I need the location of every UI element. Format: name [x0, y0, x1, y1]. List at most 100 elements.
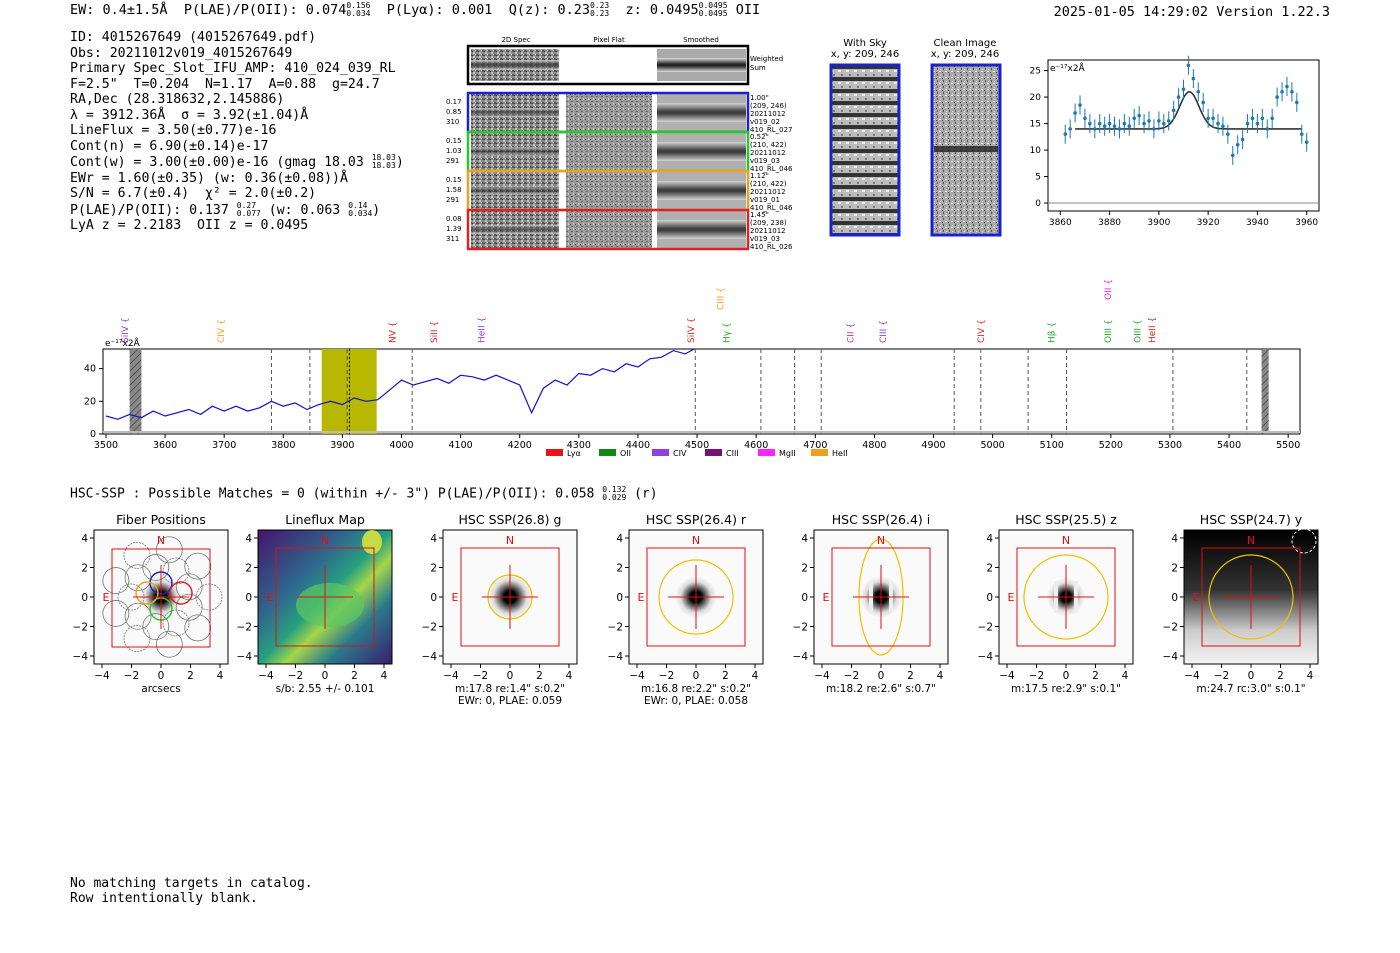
point-marker — [1230, 153, 1235, 158]
with-sky-xy: x, y: 209, 246 — [830, 49, 900, 60]
y-tick-label: 2 — [1171, 563, 1178, 575]
panel-image — [93, 529, 229, 665]
plae-label: P(LAE)/P(OII): — [183, 2, 298, 18]
x-tick-label: 3860 — [1049, 218, 1072, 228]
point-marker — [1088, 121, 1092, 126]
y-tick-label: 0 — [801, 592, 808, 604]
x-tick-label: 2 — [351, 670, 358, 682]
y-tick-label: 10 — [1030, 146, 1042, 156]
contw-hi: 18.03 — [371, 153, 396, 162]
data-point — [1112, 116, 1117, 136]
x-tick-label: 3700 — [212, 440, 236, 451]
x-tick-label: 2 — [187, 670, 194, 682]
z-value: z: 0.0495 — [625, 2, 699, 18]
psf-circle — [1291, 528, 1317, 554]
masked-region — [1261, 349, 1269, 434]
point-marker — [1295, 100, 1299, 105]
legend-label: HeII — [832, 449, 848, 458]
fiber-circle — [142, 554, 170, 581]
y-tick-label: 2 — [801, 563, 808, 575]
point-marker — [1280, 89, 1284, 94]
cutout-weight: 291 — [446, 157, 459, 165]
data-point — [1240, 129, 1245, 150]
cutout-2d-trace — [471, 225, 559, 234]
cutout-weight: 291 — [446, 196, 459, 204]
point-marker — [1137, 113, 1141, 118]
y-tick-label: −2 — [608, 622, 623, 634]
spec-cutouts: 2D Spec Pixel Flat Smoothed Weighted Sum… — [446, 36, 793, 251]
datetime: 2025-01-05 14:29:02 — [1053, 4, 1209, 20]
panel-title: HSC SSP(25.5) z — [1015, 512, 1117, 527]
footer-line2: Row intentionally blank. — [70, 891, 258, 906]
emission-line-label: OIII { — [1133, 319, 1143, 343]
cutout-meta: 1.45" — [750, 211, 769, 219]
point-marker — [1097, 121, 1102, 126]
y-tick-label: −2 — [793, 622, 808, 634]
cutout-meta: 410_RL_026 — [750, 243, 793, 251]
x-tick-label: −2 — [288, 670, 303, 682]
hsc-summary-text: HSC-SSP : Possible Matches = 0 (within +… — [70, 486, 595, 502]
point-marker — [1063, 132, 1068, 136]
x-tick-label: −4 — [999, 670, 1015, 682]
info-lya: LyA z = 2.2183 OII z = 0.0495 — [70, 218, 309, 233]
point-marker — [1078, 103, 1082, 107]
point-marker — [1102, 124, 1107, 129]
cutout-meta: v019_03 — [750, 157, 780, 165]
x-tick-label: 0 — [1063, 670, 1070, 682]
point-marker — [1117, 127, 1122, 131]
x-tick-label: 4500 — [685, 440, 709, 451]
data-point — [1230, 145, 1235, 165]
cutout-2d-trace — [471, 147, 559, 156]
fiber-circle — [195, 583, 223, 611]
cutout-weight: 311 — [446, 235, 459, 243]
emission-line-label: SiIV { — [121, 317, 131, 343]
data-point — [1102, 116, 1107, 136]
y-tick-label: 4 — [245, 533, 252, 545]
point-marker — [1216, 121, 1220, 126]
point-marker — [1304, 140, 1309, 144]
point-marker — [1107, 121, 1112, 126]
x-tick-label: −2 — [1214, 670, 1229, 682]
data-point — [1290, 82, 1294, 102]
emission-line-label: CIV { — [217, 319, 227, 343]
point-marker — [1240, 137, 1245, 142]
panel-title: HSC SSP(26.4) r — [646, 512, 747, 527]
x-tick-label: −4 — [814, 670, 830, 682]
emission-line-label: OII { — [1104, 279, 1114, 300]
y-tick-label: 0 — [1035, 199, 1041, 209]
cutout-meta: 410_RL_046 — [750, 204, 793, 212]
y-tick-label: 40 — [84, 364, 96, 375]
data-point — [1097, 114, 1102, 134]
x-tick-label: 4 — [566, 670, 573, 682]
clean-image-header: Clean Image x, y: 209, 246 — [920, 38, 1010, 60]
hsc-band: (r) — [634, 486, 658, 502]
panel-caption: m:17.5 re:2.9" s:0.1" — [1011, 683, 1121, 695]
data-point — [1191, 69, 1196, 89]
y-tick-label: 4 — [986, 533, 993, 545]
data-point — [1304, 132, 1309, 152]
q-lo: 0.23 — [589, 9, 610, 18]
cutout-frame — [466, 208, 750, 251]
fit-window — [321, 349, 377, 434]
x-tick-label: 5300 — [1158, 440, 1182, 451]
cutout-row: 0.08 1.39 311 1.45"(209, 238)20211012v019_0… — [446, 208, 793, 251]
legend-item: Lyα — [546, 449, 581, 458]
x-tick-label: 2 — [1092, 670, 1099, 682]
with-sky-title: With Sky — [843, 38, 887, 49]
data-point — [1073, 103, 1077, 123]
x-tick-label: −4 — [1184, 670, 1200, 682]
data-point — [1176, 87, 1181, 107]
spectrum-plot-frame — [102, 348, 1301, 435]
point-marker — [1093, 127, 1097, 131]
ew-value: EW: 0.4±1.5Å — [70, 2, 168, 18]
x-tick-label: 4300 — [567, 440, 591, 451]
with-sky-header: With Sky x, y: 209, 246 — [820, 38, 910, 60]
plae-w-lo: 0.034 — [348, 208, 373, 218]
emission-line-label: NV { — [389, 322, 399, 343]
east-label: E — [1193, 591, 1200, 604]
data-point — [1161, 114, 1166, 134]
x-tick-label: 4700 — [803, 440, 827, 451]
legend-swatch — [811, 449, 828, 456]
data-point — [1216, 114, 1220, 134]
point-marker — [1211, 116, 1215, 121]
